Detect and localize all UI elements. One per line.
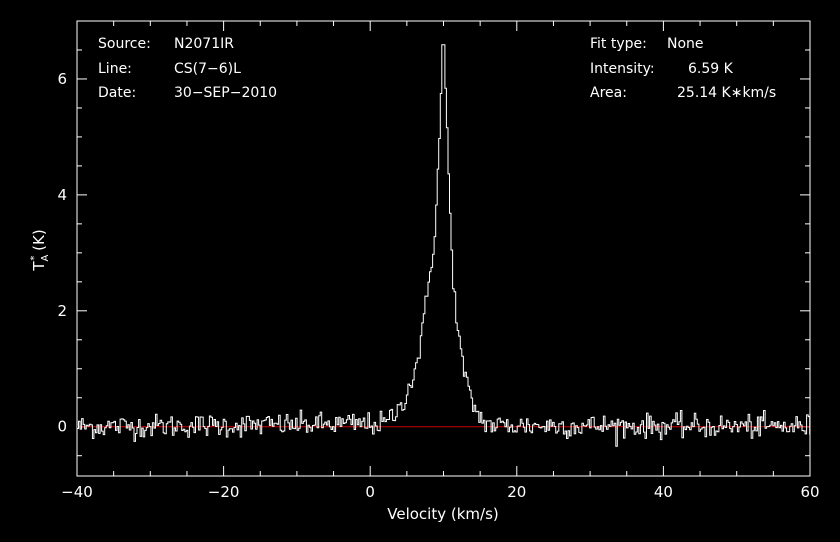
info-intensity-key: Intensity:: [590, 61, 655, 77]
x-tick-label: −20: [208, 483, 240, 501]
info-date-value: 30−SEP−2010: [174, 85, 278, 101]
x-tick-label: 60: [800, 483, 819, 501]
y-axis-label: TA* (K): [29, 229, 51, 271]
info-source-key: Source:: [98, 36, 151, 52]
info-line-key: Line:: [98, 61, 132, 77]
x-tick-label: −40: [61, 483, 93, 501]
info-line-value: CS(7−6)L: [174, 61, 241, 77]
svg-text:TA* (K): TA* (K): [29, 229, 51, 271]
info-fit-type-key: Fit type:: [590, 36, 647, 52]
y-axis-label-sup: *: [29, 256, 40, 261]
y-tick-label: 6: [57, 70, 67, 88]
spectrum-line: [77, 44, 811, 447]
x-axis-label: Velocity (km/s): [387, 505, 498, 523]
info-intensity-value: 6.59 K: [688, 61, 733, 77]
y-axis-label-sub: A: [40, 255, 51, 262]
axis-tick-labels: −40 −20 0 20 40 60 0 2 4 6: [57, 70, 819, 501]
y-tick-label: 4: [57, 186, 67, 204]
y-tick-label: 2: [57, 302, 67, 320]
y-axis-label-main: T: [30, 261, 48, 272]
info-area-key: Area:: [590, 85, 627, 101]
y-axis-label-unit: (K): [30, 229, 48, 251]
info-fit-type-value: None: [667, 36, 704, 52]
info-date-key: Date:: [98, 85, 137, 101]
y-tick-label: 0: [57, 418, 67, 436]
x-tick-label: 40: [654, 483, 673, 501]
x-tick-label: 20: [507, 483, 526, 501]
x-tick-label: 0: [365, 483, 375, 501]
info-area-value: 25.14 K∗km/s: [677, 85, 777, 101]
info-source-value: N2071IR: [174, 36, 234, 52]
